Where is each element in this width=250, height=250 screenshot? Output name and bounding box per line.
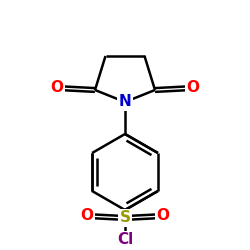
Text: O: O xyxy=(80,208,94,224)
Text: S: S xyxy=(120,210,130,226)
Text: O: O xyxy=(156,208,170,224)
Text: Cl: Cl xyxy=(117,232,133,248)
Text: O: O xyxy=(186,80,200,96)
Text: N: N xyxy=(119,94,132,110)
Text: O: O xyxy=(50,80,64,96)
